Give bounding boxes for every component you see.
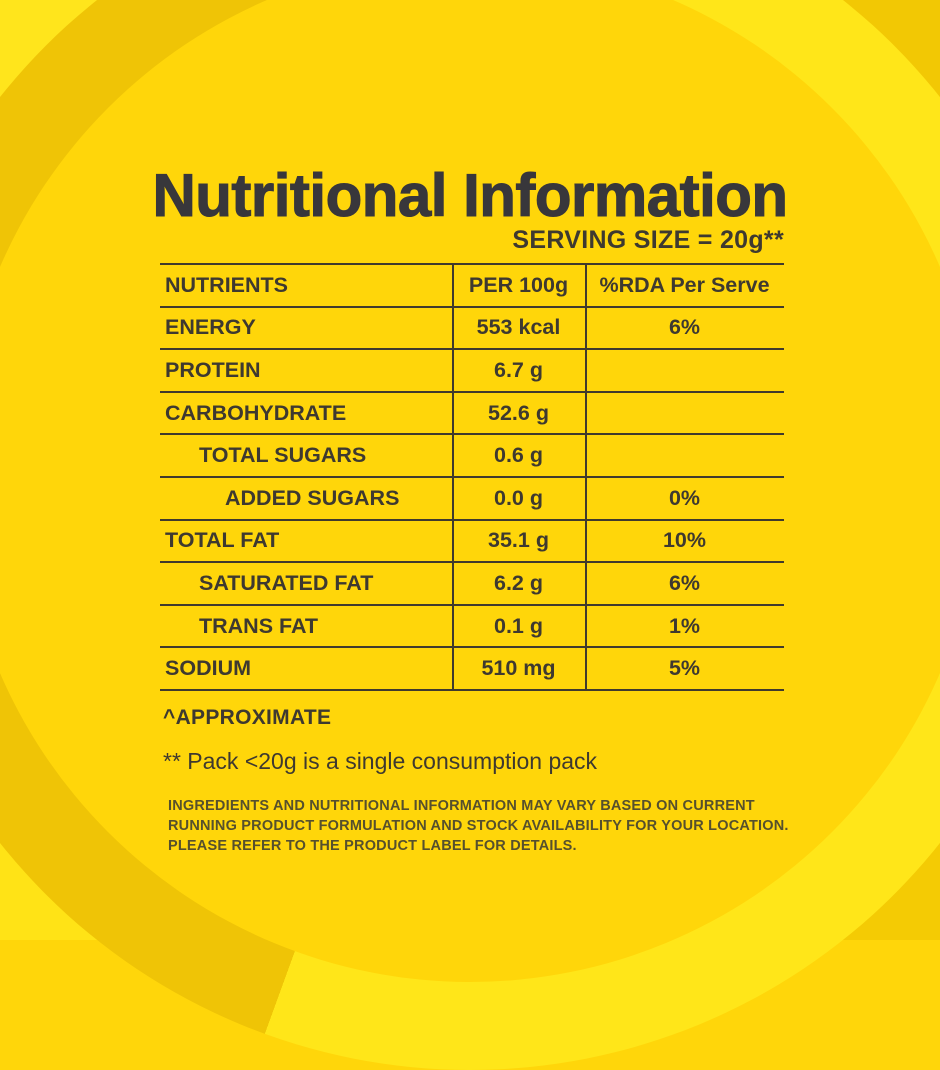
nutrient-cell: TRANS FAT: [199, 613, 319, 638]
column-divider-1: [452, 265, 454, 691]
disclaimer-line: PLEASE REFER TO THE PRODUCT LABEL FOR DE…: [168, 838, 577, 854]
per-100g-cell: 0.0 g: [494, 485, 543, 510]
per-100g-cell: 6.2 g: [494, 570, 543, 595]
table-header-row: NUTRIENTS PER 100g %RDA Per Serve: [160, 265, 784, 308]
rda-cell: 6%: [668, 315, 701, 340]
disclaimer-line: INGREDIENTS AND NUTRITIONAL INFORMATION …: [168, 798, 755, 814]
disclaimer-line: RUNNING PRODUCT FORMULATION AND STOCK AV…: [168, 818, 789, 834]
nutrient-cell: PROTEIN: [165, 357, 261, 382]
table-row: PROTEIN 6.7 g: [160, 350, 784, 393]
table-row: TOTAL SUGARS 0.6 g: [160, 435, 784, 478]
rda-cell: 5%: [668, 656, 701, 681]
table-row: ENERGY 553 kcal 6%: [160, 308, 784, 351]
per-100g-cell: 52.6 g: [488, 400, 549, 425]
table-row: SATURATED FAT 6.2 g 6%: [160, 563, 784, 606]
page-title: Nutritional Information: [152, 162, 789, 230]
table-row: CARBOHYDRATE 52.6 g: [160, 393, 784, 436]
nutrient-cell: ADDED SUGARS: [225, 485, 400, 510]
per-100g-cell: 0.1 g: [494, 613, 543, 638]
nutrient-cell: SODIUM: [165, 656, 251, 681]
table-row: ADDED SUGARS 0.0 g 0%: [160, 478, 784, 521]
pack-size-note: ** Pack <20g is a single consumption pac…: [163, 748, 598, 774]
disclaimer-text: INGREDIENTS AND NUTRITIONAL INFORMATION …: [168, 796, 789, 856]
nutrient-cell: CARBOHYDRATE: [165, 400, 347, 425]
rda-cell: 1%: [668, 613, 701, 638]
header-rda-per-serve: %RDA Per Serve: [599, 272, 770, 297]
column-divider-2: [585, 265, 587, 691]
per-100g-cell: 0.6 g: [494, 443, 543, 468]
table-row: TOTAL FAT 35.1 g 10%: [160, 521, 784, 564]
nutrition-table: NUTRIENTS PER 100g %RDA Per Serve ENERGY…: [160, 263, 784, 691]
per-100g-cell: 553 kcal: [476, 315, 561, 340]
approximate-note: ^APPROXIMATE: [163, 706, 332, 729]
per-100g-cell: 510 mg: [481, 656, 556, 681]
sunburst-inner-circle: [0, 0, 940, 982]
serving-size-label: SERVING SIZE = 20g**: [512, 226, 784, 254]
rda-cell: 10%: [662, 528, 707, 553]
per-100g-cell: 35.1 g: [488, 528, 549, 553]
header-nutrients: NUTRIENTS: [165, 272, 289, 297]
nutrition-rows: ENERGY 553 kcal 6% PROTEIN 6.7 g CARBOHY…: [160, 308, 784, 691]
table-row: TRANS FAT 0.1 g 1%: [160, 606, 784, 649]
nutrient-cell: TOTAL SUGARS: [199, 443, 367, 468]
nutrient-cell: SATURATED FAT: [199, 570, 374, 595]
header-per-100g: PER 100g: [468, 272, 569, 297]
rda-cell: 6%: [668, 570, 701, 595]
nutrient-cell: TOTAL FAT: [165, 528, 280, 553]
per-100g-cell: 6.7 g: [494, 357, 543, 382]
rda-cell: 0%: [668, 485, 701, 510]
nutrient-cell: ENERGY: [165, 315, 256, 340]
table-row: SODIUM 510 mg 5%: [160, 648, 784, 691]
